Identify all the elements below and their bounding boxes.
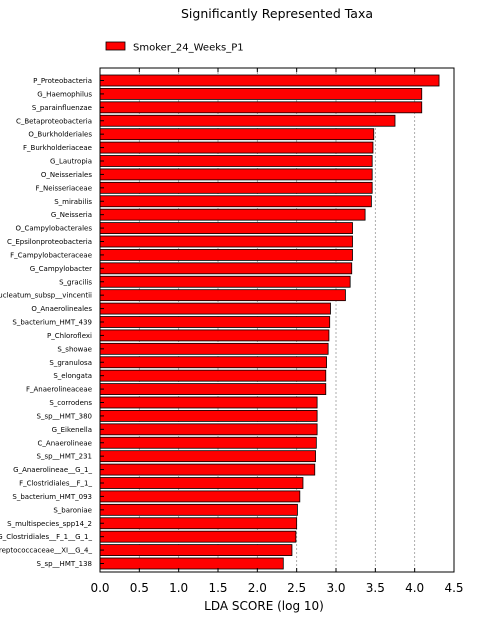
category-label: F_Campylobacteraceae xyxy=(10,251,92,259)
x-tick-label: 0.0 xyxy=(90,581,109,595)
category-label: G_Lautropia xyxy=(50,158,92,166)
bar xyxy=(99,383,327,395)
category-label: O_Anaerolineales xyxy=(31,305,92,313)
bar xyxy=(99,222,353,234)
category-label: P_Proteobacteria xyxy=(33,77,92,85)
category-label: S_granulosa xyxy=(49,359,92,367)
bar xyxy=(99,235,353,248)
category-label: O_Campylobacterales xyxy=(15,225,92,233)
category-label: P_Chloroflexi xyxy=(47,332,92,340)
x-tick-label: 4.0 xyxy=(405,581,424,595)
plot-frame xyxy=(99,67,455,573)
category-label: S_sp__HMT_138 xyxy=(37,560,92,568)
x-tick-label: 3.0 xyxy=(326,581,345,595)
category-label: S_parainfluenzae xyxy=(32,104,92,112)
bar xyxy=(99,128,375,141)
category-label: S_corrodens xyxy=(49,399,92,407)
bar xyxy=(99,289,346,302)
bar xyxy=(99,275,351,288)
category-label: C_Epsilonproteobacteria xyxy=(7,238,92,246)
category-label: F_Burkholderiaceae xyxy=(23,144,92,152)
category-label: G_Anaerolineae__G_1_ xyxy=(13,466,92,474)
category-label: G_Campylobacter xyxy=(30,265,92,273)
bar xyxy=(99,436,317,449)
bar xyxy=(99,155,373,167)
legend-swatch xyxy=(105,41,126,51)
category-label: C_Betaproteobacteria xyxy=(16,117,92,125)
bar xyxy=(99,168,373,181)
bar xyxy=(99,463,316,476)
category-label: S_baroniae xyxy=(53,506,92,514)
category-label: G_Haemophilus xyxy=(37,90,92,98)
category-label: F_Clostridiales__F_1_ xyxy=(19,480,92,488)
bar xyxy=(99,114,396,127)
bar xyxy=(99,101,423,114)
bar xyxy=(99,369,327,382)
bar xyxy=(99,262,353,275)
x-axis-label: LDA SCORE (log 10) xyxy=(204,599,324,613)
bar xyxy=(99,544,293,556)
bar xyxy=(99,530,297,543)
legend-label: Smoker_24_Weeks_P1 xyxy=(133,43,244,54)
bar xyxy=(99,302,331,315)
category-label: S_sp__HMT_231 xyxy=(37,453,92,461)
bar xyxy=(99,450,316,463)
x-tick-label: 1.5 xyxy=(208,581,227,595)
bar xyxy=(99,329,330,342)
bars xyxy=(99,74,440,570)
category-label: F_Anaerolineaceae xyxy=(26,386,92,394)
category-label: S_gracilis xyxy=(59,278,92,286)
category-label: S_elongata xyxy=(53,372,92,380)
x-axis-ticks: 0.0 0.5 1.0 1.5 2.0 2.5 3.0 3.5 4.0 4.5 xyxy=(90,68,464,595)
category-label: O_Neisseriales xyxy=(41,171,92,179)
x-tick-label: 0.5 xyxy=(130,581,149,595)
category-label: F_Neisseriaceae xyxy=(36,184,92,192)
bar xyxy=(99,316,331,328)
category-label: O_Burkholderiales xyxy=(28,131,92,139)
category-label: nucleatum_subsp__vincentii xyxy=(0,292,92,300)
category-label: S_multispecies_spp14_2 xyxy=(7,520,92,528)
bar xyxy=(99,356,327,369)
category-labels: P_Proteobacteria G_Haemophilus S_parainflu… xyxy=(0,77,104,568)
bar xyxy=(99,342,329,355)
bar xyxy=(99,490,301,503)
x-tick-label: 4.5 xyxy=(444,581,463,595)
bar xyxy=(99,249,353,261)
bar xyxy=(99,410,318,422)
category-label: S_bacterium_HMT_439 xyxy=(12,319,92,327)
bar xyxy=(99,74,440,87)
bar xyxy=(99,503,298,516)
category-label: G_Eikenella xyxy=(52,426,92,434)
bar xyxy=(99,517,298,530)
chart-title: Significantly Represented Taxa xyxy=(181,6,373,21)
category-label: G_Clostridiales__F_1__G_1_ xyxy=(0,533,92,541)
category-label: C_Anaerolineae xyxy=(38,439,92,447)
category-label: G_Neisseria xyxy=(51,211,92,219)
legend: Smoker_24_Weeks_P1 xyxy=(105,41,244,54)
category-label: reptococcaceae__XI__G_4_ xyxy=(0,547,92,555)
bar xyxy=(99,181,373,194)
x-tick-label: 1.0 xyxy=(169,581,188,595)
bar xyxy=(99,88,423,100)
bar xyxy=(99,477,304,489)
bar xyxy=(99,396,318,409)
bar xyxy=(99,208,366,221)
bar xyxy=(99,423,318,436)
category-label: S_sp__HMT_380 xyxy=(37,412,92,420)
x-tick-label: 2.0 xyxy=(248,581,267,595)
x-tick-label: 3.5 xyxy=(366,581,385,595)
x-tick-label: 2.5 xyxy=(287,581,306,595)
category-label: S_bacterium_HMT_093 xyxy=(12,493,92,501)
bar xyxy=(99,557,284,570)
bar xyxy=(99,195,372,208)
bar xyxy=(99,141,374,154)
category-label: S_showae xyxy=(57,345,92,353)
category-label: S_mirabilis xyxy=(54,198,92,206)
